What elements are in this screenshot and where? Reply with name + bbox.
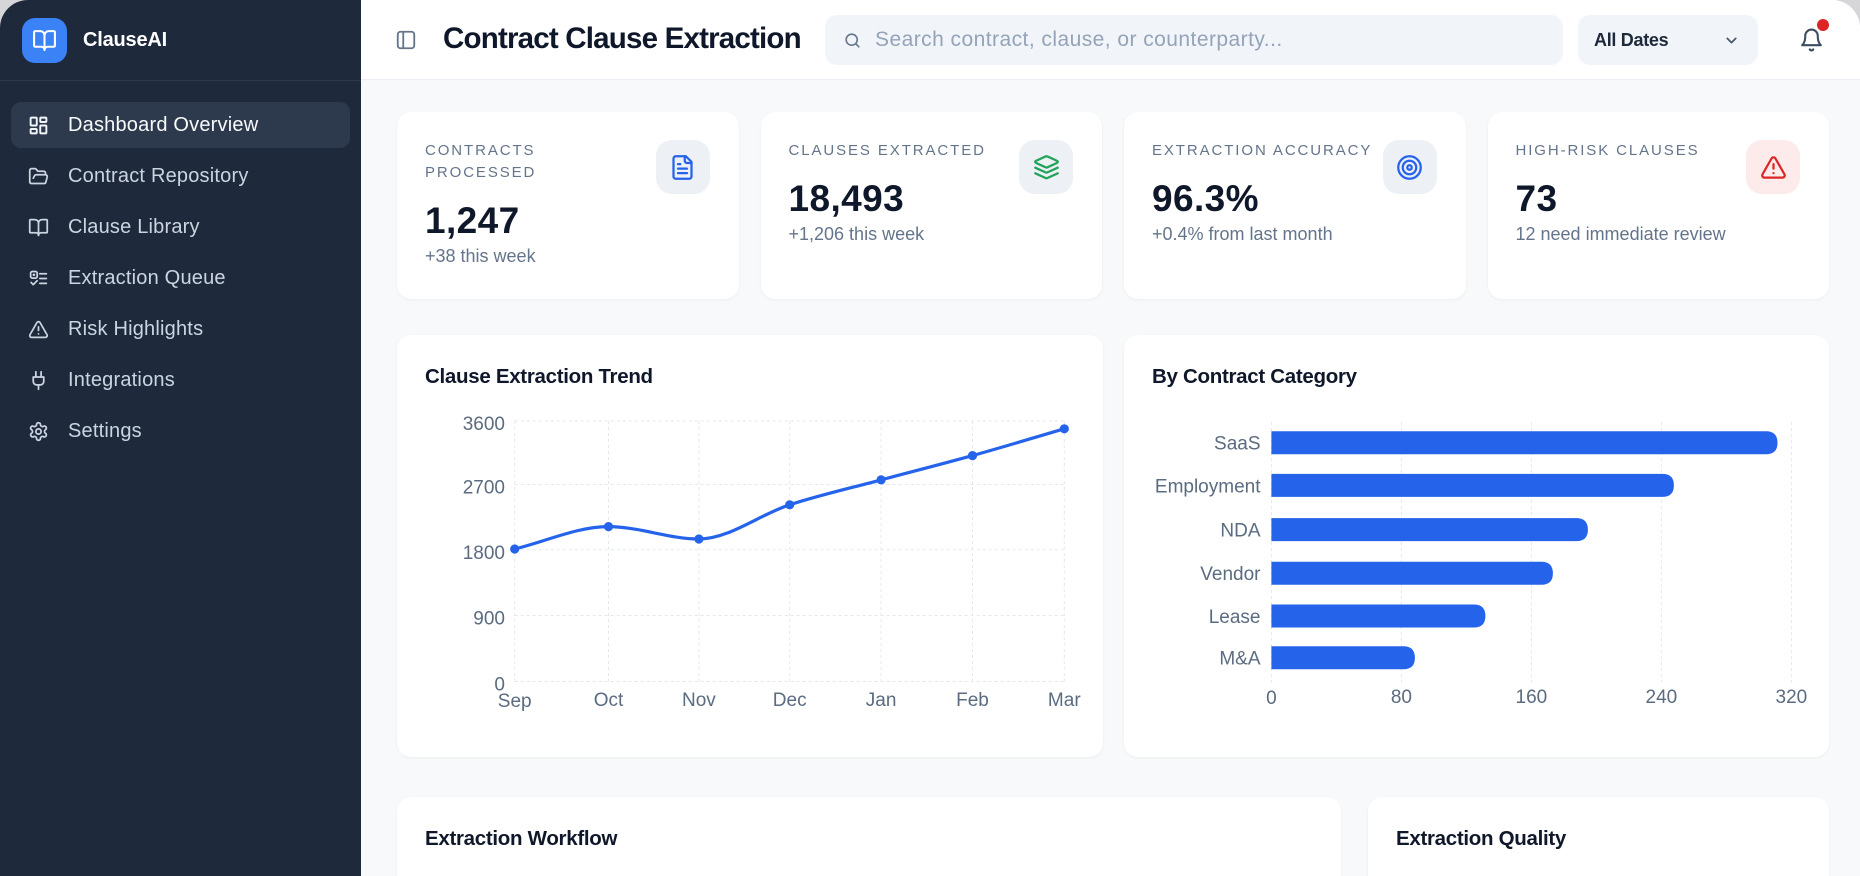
svg-text:Lease: Lease	[1209, 607, 1261, 628]
svg-text:Vendor: Vendor	[1200, 564, 1261, 585]
svg-text:Dec: Dec	[773, 690, 807, 711]
svg-text:Employment: Employment	[1155, 476, 1261, 497]
svg-text:M&A: M&A	[1219, 649, 1261, 670]
svg-text:3600: 3600	[463, 414, 505, 435]
svg-text:2700: 2700	[463, 478, 505, 499]
svg-text:SaaS: SaaS	[1214, 434, 1260, 455]
svg-text:1800: 1800	[463, 543, 505, 564]
svg-text:240: 240	[1646, 687, 1678, 708]
svg-text:320: 320	[1776, 687, 1808, 708]
svg-text:900: 900	[473, 609, 505, 630]
svg-text:160: 160	[1516, 687, 1548, 708]
svg-text:80: 80	[1391, 687, 1412, 708]
svg-text:Feb: Feb	[956, 690, 989, 711]
svg-text:Oct: Oct	[594, 690, 624, 711]
svg-text:0: 0	[494, 675, 505, 696]
svg-text:Jan: Jan	[866, 690, 897, 711]
svg-text:Mar: Mar	[1048, 690, 1081, 711]
svg-text:0: 0	[1266, 688, 1277, 709]
svg-text:Sep: Sep	[498, 691, 532, 712]
svg-text:Nov: Nov	[682, 690, 716, 711]
svg-text:NDA: NDA	[1220, 521, 1260, 542]
